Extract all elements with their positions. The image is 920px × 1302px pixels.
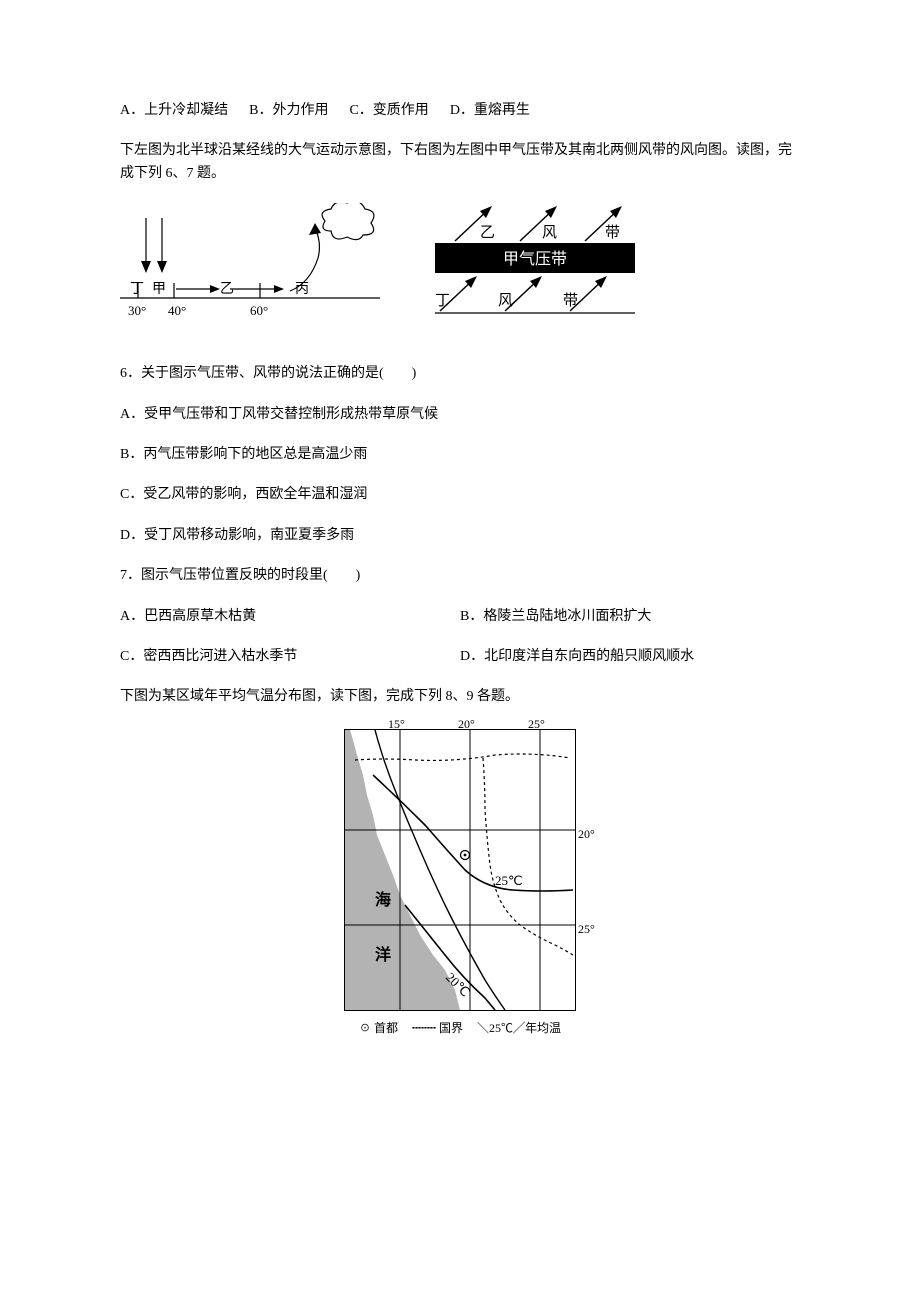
q6-option-d: D．受丁风带移动影响，南亚夏季多雨 (120, 525, 800, 547)
q5-options-line: A．上升冷却凝结 B．外力作用 C．变质作用 D．重熔再生 (120, 100, 800, 122)
intro-67: 下左图为北半球沿某经线的大气运动示意图，下右图为左图中甲气压带及其南北两侧风带的… (120, 140, 800, 185)
lat-25: 25° (578, 920, 595, 939)
q5-option-c: C．变质作用 (349, 103, 428, 118)
svg-text:甲气压带: 甲气压带 (503, 250, 567, 268)
svg-text:60°: 60° (250, 303, 268, 318)
svg-text:带: 带 (605, 224, 620, 241)
svg-text:乙: 乙 (480, 225, 495, 241)
q6-option-a: A．受甲气压带和丁风带交替控制形成热带草原气候 (120, 404, 800, 426)
svg-text:带: 带 (563, 292, 578, 309)
svg-text:洋: 洋 (375, 945, 391, 964)
figure-row-67: 丁 甲 乙 丙 30° 40° 60° 乙 风 (120, 203, 800, 333)
right-figure-windbelt: 乙 风 带 甲气压带 丁 风 带 (420, 203, 650, 323)
map-figure-region: 海 洋 25℃ 20℃ 15° 20° 25° 20° 25° (344, 729, 576, 1038)
svg-text:40°: 40° (168, 303, 186, 318)
legend-border: ┉┉ 国界 (412, 1019, 463, 1038)
lat-20: 20° (578, 825, 595, 844)
q6-option-c: C．受乙风带的影响，西欧全年温和湿润 (120, 484, 800, 506)
q6-stem: 6．关于图示气压带、风带的说法正确的是( ) (120, 363, 800, 385)
intro-89: 下图为某区域年平均气温分布图，读下图，完成下列 8、9 各题。 (120, 686, 800, 708)
svg-text:丁: 丁 (130, 282, 144, 297)
q7-option-b: B．格陵兰岛陆地冰川面积扩大 (460, 606, 780, 628)
left-figure-circulation: 丁 甲 乙 丙 30° 40° 60° (120, 203, 380, 333)
svg-text:海: 海 (375, 890, 391, 909)
svg-text:风: 风 (542, 224, 557, 241)
svg-text:乙: 乙 (220, 281, 234, 297)
q5-option-a: A．上升冷却凝结 (120, 103, 228, 118)
q5-option-d: D．重熔再生 (450, 103, 530, 118)
q5-option-b: B．外力作用 (249, 103, 328, 118)
svg-text:25℃: 25℃ (495, 873, 523, 888)
lon-25: 25° (528, 715, 545, 734)
svg-text:甲: 甲 (152, 282, 166, 297)
svg-text:30°: 30° (128, 303, 146, 318)
svg-text:丙: 丙 (295, 282, 309, 297)
q7-option-c: C．密西西比河进入枯水季节 (120, 646, 400, 668)
q7-stem: 7．图示气压带位置反映的时段里( ) (120, 565, 800, 587)
lon-15: 15° (388, 715, 405, 734)
svg-text:风: 风 (498, 292, 513, 309)
svg-text:丁: 丁 (435, 293, 450, 309)
lon-20: 20° (458, 715, 475, 734)
map-legend: ☉ 首都 ┉┉ 国界 ＼25℃╱年均温 (344, 1019, 576, 1038)
q7-option-d: D．北印度洋自东向西的船只顺风顺水 (460, 646, 780, 668)
q6-option-b: B．丙气压带影响下的地区总是高温少雨 (120, 444, 800, 466)
q7-option-a: A．巴西高原草木枯黄 (120, 606, 400, 628)
legend-capital: ☉ 首都 (359, 1019, 398, 1038)
legend-iso: ＼25℃╱年均温 (477, 1019, 561, 1038)
